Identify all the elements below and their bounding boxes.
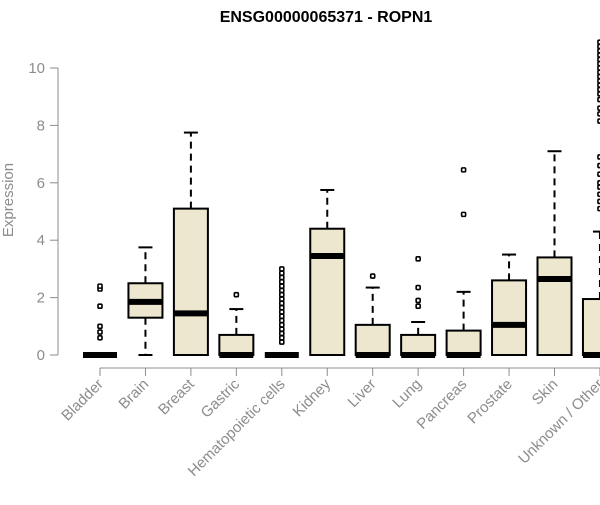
outlier-point bbox=[278, 266, 285, 272]
box-group bbox=[354, 273, 391, 358]
box-group bbox=[172, 131, 209, 356]
y-tick-label: 6 bbox=[37, 175, 45, 192]
box bbox=[536, 256, 573, 357]
box bbox=[172, 207, 209, 356]
outlier-point bbox=[278, 296, 285, 302]
outlier-point bbox=[97, 303, 103, 310]
box bbox=[400, 333, 437, 357]
outlier-point bbox=[415, 303, 421, 310]
box-group bbox=[400, 256, 437, 358]
outlier-point bbox=[278, 283, 285, 289]
outlier-point bbox=[278, 313, 285, 320]
outlier-point bbox=[233, 291, 240, 298]
category-label: Bladder bbox=[58, 376, 107, 425]
outlier-point bbox=[278, 274, 285, 281]
outlier-point bbox=[369, 273, 376, 279]
box bbox=[581, 298, 600, 357]
category-label: Brain bbox=[115, 376, 152, 413]
outlier-point bbox=[415, 256, 421, 262]
box bbox=[354, 323, 391, 356]
outlier-point bbox=[278, 317, 285, 324]
outlier-point bbox=[278, 279, 285, 285]
category-label: Lung bbox=[389, 376, 425, 412]
category-label: Liver bbox=[345, 376, 380, 411]
y-tick-label: 2 bbox=[37, 290, 45, 307]
box-group bbox=[83, 283, 117, 358]
category-label: Skin bbox=[529, 376, 562, 409]
y-tick-label: 8 bbox=[37, 117, 45, 134]
outlier-point bbox=[278, 309, 285, 315]
box-group bbox=[127, 246, 164, 356]
box bbox=[309, 227, 346, 356]
y-tick-label: 4 bbox=[37, 232, 45, 249]
y-tick-label: 0 bbox=[37, 347, 45, 364]
outlier-point bbox=[415, 284, 421, 291]
box bbox=[491, 279, 528, 357]
y-axis-label: Expression bbox=[0, 163, 17, 237]
outlier-point bbox=[415, 297, 421, 304]
outlier-point bbox=[97, 283, 103, 289]
box-group bbox=[581, 39, 600, 358]
box-group bbox=[445, 167, 482, 358]
category-label: Prostate bbox=[464, 376, 516, 428]
box-group bbox=[309, 188, 346, 356]
outlier-point bbox=[278, 304, 285, 311]
outlier-point bbox=[278, 330, 285, 337]
outlier-point bbox=[460, 167, 467, 173]
box-group bbox=[218, 291, 255, 358]
outlier-point bbox=[278, 270, 285, 277]
outlier-point bbox=[278, 287, 285, 294]
plot-area bbox=[83, 39, 600, 358]
outlier-point bbox=[278, 291, 285, 298]
box bbox=[218, 333, 255, 357]
category-label: Pancreas bbox=[414, 376, 471, 433]
box-group bbox=[536, 150, 573, 357]
y-axis: 0 2 4 6 8 10 bbox=[28, 60, 59, 364]
outlier-point bbox=[278, 326, 285, 332]
y-tick-label: 10 bbox=[28, 60, 45, 77]
box-group bbox=[491, 253, 528, 357]
outlier-point bbox=[97, 323, 103, 330]
outlier-point bbox=[278, 334, 285, 341]
box-group bbox=[264, 266, 299, 358]
outlier-point bbox=[97, 334, 103, 341]
category-label: Breast bbox=[155, 375, 198, 418]
box bbox=[445, 329, 482, 357]
outlier-point bbox=[278, 322, 285, 328]
outlier-point bbox=[278, 300, 285, 307]
outlier-point bbox=[460, 211, 467, 218]
outlier-point bbox=[97, 329, 103, 335]
chart-title: ENSG00000065371 - ROPN1 bbox=[220, 9, 433, 26]
outlier-point bbox=[278, 339, 285, 345]
category-label: Kidney bbox=[290, 375, 335, 420]
